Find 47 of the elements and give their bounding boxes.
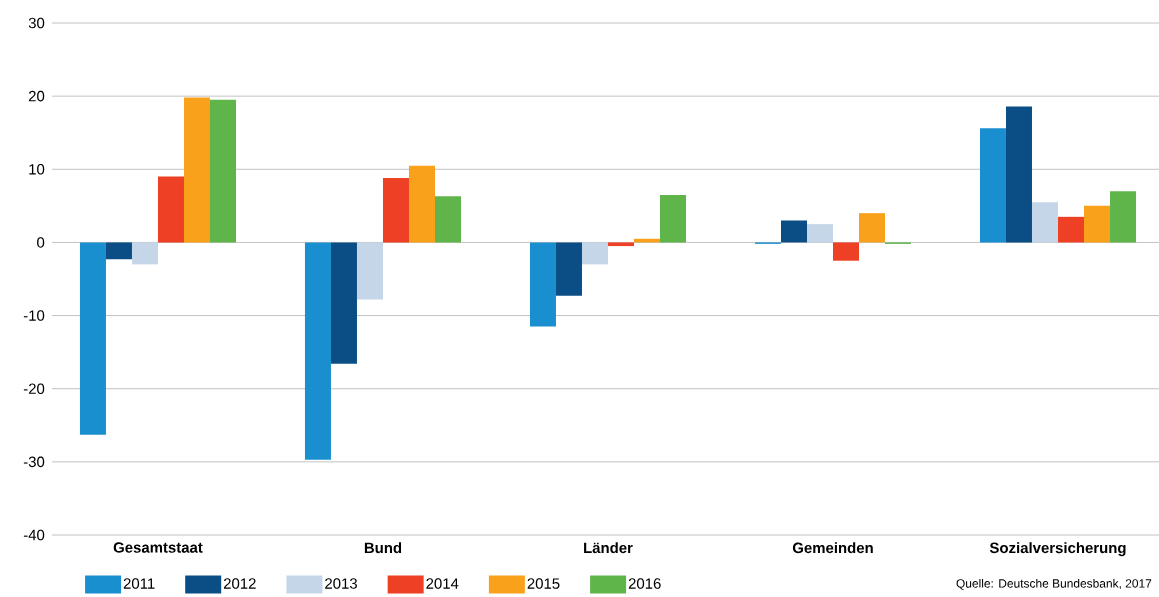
x-tick-label: Sozialversicherung <box>989 542 1126 557</box>
bar <box>832 242 859 261</box>
x-tick-label: Bund <box>364 542 402 554</box>
x-tick-label: Gesamtstaat <box>113 542 203 553</box>
bar <box>79 242 106 435</box>
bar <box>105 242 132 260</box>
y-tick-label: 0 <box>37 237 45 248</box>
bar <box>435 196 462 243</box>
bar <box>210 99 237 243</box>
x-tick-label: Gemeinden <box>792 542 873 554</box>
legend-label: 2014 <box>426 578 459 589</box>
bar <box>183 97 210 243</box>
bar <box>529 242 556 327</box>
bar <box>979 128 1006 243</box>
y-tick-label: 30 <box>28 17 45 29</box>
bar <box>157 176 184 243</box>
bar <box>382 178 409 243</box>
bar <box>607 242 634 247</box>
y-tick-label: -10 <box>23 310 45 321</box>
bar <box>330 242 357 364</box>
source-note: Quelle: Deutsche Bundesbank, 2017 <box>956 578 1152 590</box>
bar <box>131 242 158 265</box>
bar <box>304 242 331 460</box>
legend-label: 2013 <box>325 578 357 589</box>
bar <box>1031 202 1058 243</box>
y-tick-label: 10 <box>29 163 45 175</box>
bar <box>660 194 687 243</box>
y-tick-label: -30 <box>23 456 45 468</box>
bar <box>581 242 608 265</box>
y-tick-label: -40 <box>23 529 45 541</box>
bar <box>408 165 435 243</box>
bar <box>555 242 582 296</box>
legend-label: 2012 <box>223 578 256 589</box>
x-tick-label: Länder <box>584 542 633 554</box>
bar <box>780 220 807 243</box>
bar <box>806 224 833 243</box>
legend-label: 2015 <box>527 578 560 589</box>
bar <box>1084 205 1111 243</box>
bar <box>356 242 383 300</box>
bar <box>1110 191 1137 243</box>
bar <box>1058 216 1085 243</box>
bar <box>1005 106 1032 243</box>
y-tick-label: 20 <box>28 90 45 102</box>
bar <box>859 213 886 243</box>
y-tick-label: -20 <box>23 383 45 394</box>
legend-label: 2016 <box>628 578 661 589</box>
legend-label: 2011 <box>123 578 155 589</box>
